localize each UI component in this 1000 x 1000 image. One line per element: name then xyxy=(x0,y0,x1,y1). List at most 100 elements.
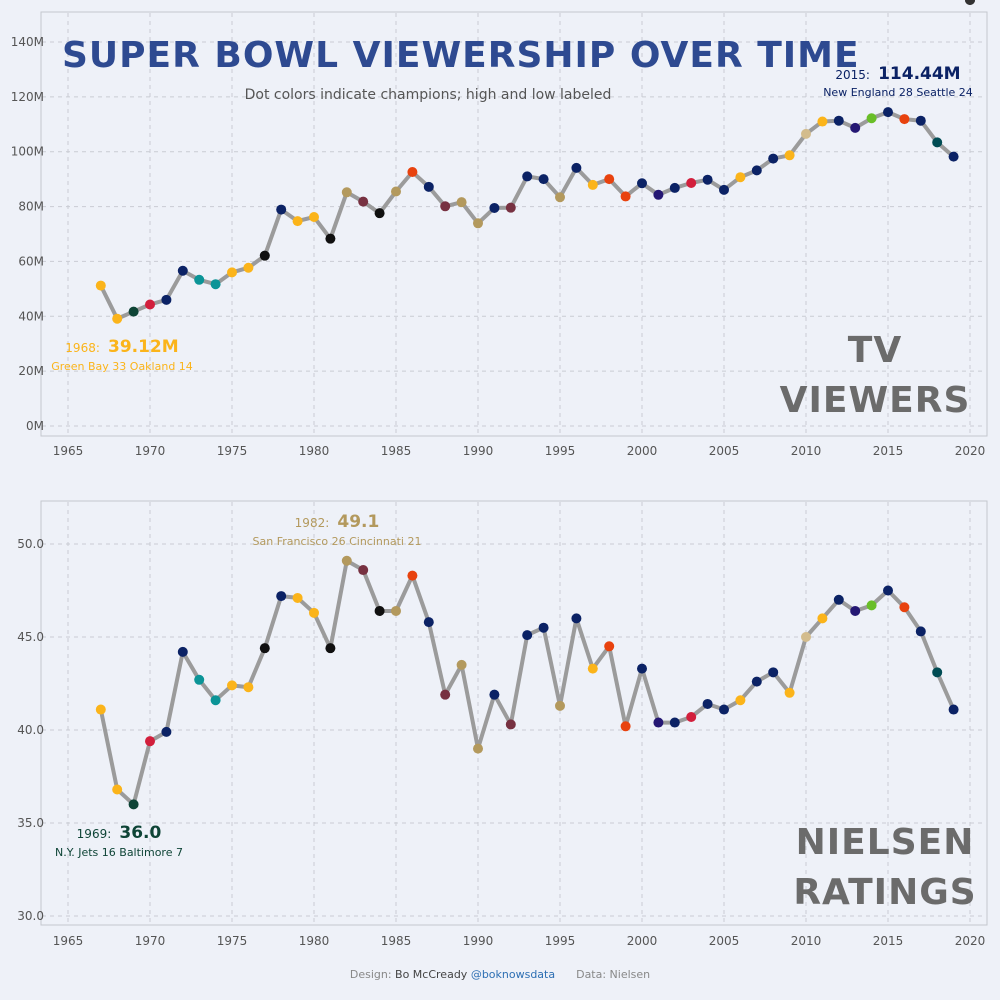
viewers-point-1988[interactable] xyxy=(440,201,451,212)
viewers-point-1986[interactable] xyxy=(407,167,418,178)
ratings-point-1992[interactable] xyxy=(505,719,516,730)
viewers-point-1980[interactable] xyxy=(309,211,319,222)
viewers-point-1996[interactable] xyxy=(571,162,582,173)
viewers-point-2018[interactable] xyxy=(932,137,943,148)
ratings-point-2018[interactable] xyxy=(932,667,943,678)
ratings-point-1971[interactable] xyxy=(161,726,172,737)
viewers-point-1979[interactable] xyxy=(292,216,303,227)
ratings-point-1980[interactable] xyxy=(309,607,319,618)
ratings-point-1987[interactable] xyxy=(423,617,434,628)
viewers-point-1968[interactable] xyxy=(112,313,123,324)
viewers-point-1974[interactable] xyxy=(210,279,221,290)
ratings-point-1998[interactable] xyxy=(604,641,615,652)
ratings-point-1983[interactable] xyxy=(358,565,369,576)
viewers-point-1985[interactable] xyxy=(391,186,401,197)
viewers-point-2011[interactable] xyxy=(817,116,828,127)
ratings-point-2019[interactable] xyxy=(948,704,959,715)
ratings-point-1974[interactable] xyxy=(210,695,221,706)
viewers-point-1975[interactable] xyxy=(227,267,237,278)
ratings-point-1967[interactable] xyxy=(95,704,106,715)
viewers-point-1999[interactable] xyxy=(620,191,631,202)
ratings-point-1991[interactable] xyxy=(489,689,500,700)
ratings-point-1979[interactable] xyxy=(292,592,303,603)
viewers-point-2005[interactable] xyxy=(719,184,729,195)
viewers-point-1990[interactable] xyxy=(473,218,483,229)
viewers-point-2015[interactable] xyxy=(883,107,893,118)
viewers-point-2014[interactable] xyxy=(866,113,877,124)
viewers-point-2017[interactable] xyxy=(915,115,926,126)
viewers-point-1992[interactable] xyxy=(505,202,516,213)
viewers-point-1969[interactable] xyxy=(128,306,139,317)
ratings-point-1985[interactable] xyxy=(391,605,401,616)
ratings-point-1990[interactable] xyxy=(473,743,483,754)
viewers-point-1987[interactable] xyxy=(423,181,434,192)
viewers-point-1995[interactable] xyxy=(555,192,565,203)
viewers-point-2007[interactable] xyxy=(751,165,762,176)
viewers-point-1970[interactable] xyxy=(145,299,155,310)
viewers-point-2002[interactable] xyxy=(669,182,680,193)
ratings-point-1981[interactable] xyxy=(325,643,336,654)
footer-handle[interactable]: @boknowsdata xyxy=(470,968,556,981)
ratings-point-1989[interactable] xyxy=(456,659,467,670)
ratings-point-2020[interactable] xyxy=(965,0,975,5)
viewers-point-1991[interactable] xyxy=(489,202,500,213)
viewers-point-1967[interactable] xyxy=(95,280,106,291)
viewers-point-1997[interactable] xyxy=(587,179,598,190)
ratings-point-2014[interactable] xyxy=(866,600,877,611)
viewers-point-1998[interactable] xyxy=(604,174,615,185)
ratings-point-2008[interactable] xyxy=(768,667,779,678)
ratings-point-1982[interactable] xyxy=(341,555,352,566)
viewers-point-1971[interactable] xyxy=(161,294,172,305)
ratings-point-1977[interactable] xyxy=(259,643,270,654)
ratings-point-2002[interactable] xyxy=(669,717,680,728)
ratings-point-2001[interactable] xyxy=(653,717,664,728)
ratings-point-2010[interactable] xyxy=(801,632,811,642)
ratings-point-1970[interactable] xyxy=(145,736,155,747)
ratings-point-1988[interactable] xyxy=(440,689,451,700)
viewers-point-2019[interactable] xyxy=(948,151,959,162)
ratings-point-1996[interactable] xyxy=(571,613,582,624)
viewers-point-1994[interactable] xyxy=(538,174,549,185)
ratings-point-1984[interactable] xyxy=(374,605,385,616)
ratings-point-2005[interactable] xyxy=(719,704,729,715)
viewers-point-1978[interactable] xyxy=(276,204,287,215)
viewers-point-2013[interactable] xyxy=(850,122,861,133)
viewers-point-1972[interactable] xyxy=(177,265,188,276)
ratings-point-2007[interactable] xyxy=(751,676,762,687)
ratings-point-2017[interactable] xyxy=(915,626,926,637)
ratings-point-1993[interactable] xyxy=(522,630,533,641)
ratings-point-1978[interactable] xyxy=(276,591,287,602)
viewers-point-1993[interactable] xyxy=(522,171,533,182)
ratings-point-2000[interactable] xyxy=(637,663,647,674)
viewers-point-2004[interactable] xyxy=(702,174,713,185)
ratings-point-1997[interactable] xyxy=(587,663,598,674)
ratings-point-2004[interactable] xyxy=(702,698,713,709)
viewers-point-2012[interactable] xyxy=(833,115,844,126)
ratings-point-1995[interactable] xyxy=(555,700,565,711)
ratings-point-1968[interactable] xyxy=(112,784,123,795)
viewers-point-2010[interactable] xyxy=(801,128,811,139)
viewers-point-1981[interactable] xyxy=(325,233,336,244)
ratings-point-2016[interactable] xyxy=(899,602,910,613)
viewers-point-1983[interactable] xyxy=(358,196,369,207)
ratings-point-1999[interactable] xyxy=(620,721,631,732)
ratings-point-1972[interactable] xyxy=(177,646,188,657)
viewers-point-2008[interactable] xyxy=(768,153,779,164)
ratings-point-1976[interactable] xyxy=(243,682,254,693)
viewers-point-1982[interactable] xyxy=(341,187,352,198)
viewers-point-2001[interactable] xyxy=(653,189,664,200)
viewers-point-2016[interactable] xyxy=(899,114,910,125)
ratings-point-1975[interactable] xyxy=(227,680,237,691)
ratings-point-1973[interactable] xyxy=(194,674,205,685)
ratings-point-1986[interactable] xyxy=(407,570,418,581)
ratings-point-2003[interactable] xyxy=(686,711,697,722)
viewers-point-1976[interactable] xyxy=(243,262,254,273)
ratings-point-2009[interactable] xyxy=(784,687,795,698)
viewers-point-1989[interactable] xyxy=(456,197,467,208)
ratings-point-2012[interactable] xyxy=(833,594,844,605)
ratings-point-2011[interactable] xyxy=(817,613,828,624)
viewers-point-1973[interactable] xyxy=(194,274,205,285)
viewers-point-1984[interactable] xyxy=(374,208,385,219)
ratings-point-2013[interactable] xyxy=(850,605,861,616)
ratings-point-1969[interactable] xyxy=(128,799,139,810)
